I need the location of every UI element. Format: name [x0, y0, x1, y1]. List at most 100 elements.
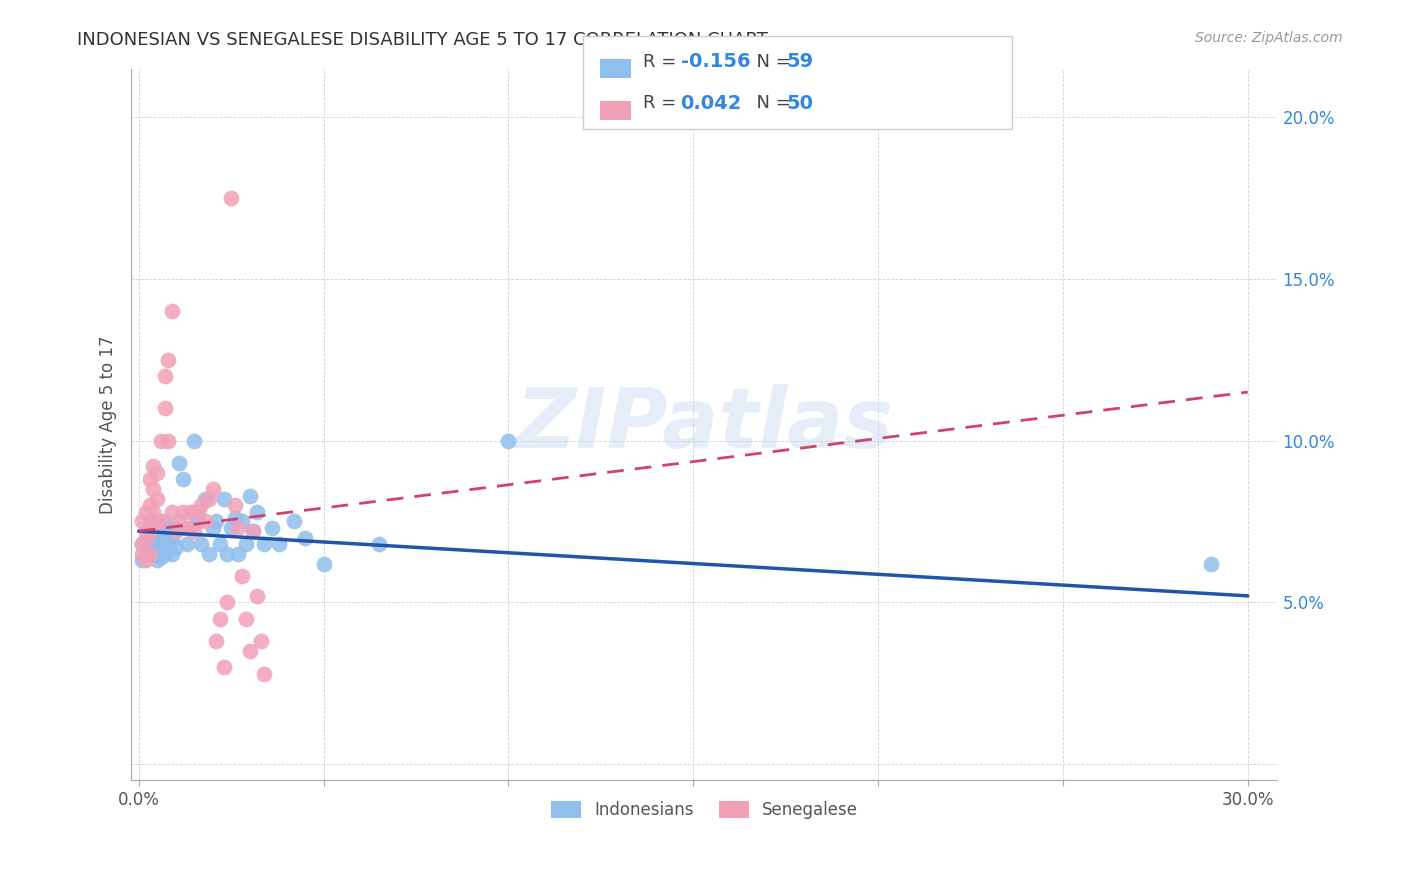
Point [190, 537, 212, 551]
Point [169, 515, 191, 529]
Point [224, 498, 246, 512]
Point [146, 521, 169, 535]
Point [1199, 557, 1222, 571]
Point [142, 482, 165, 496]
Point [131, 553, 153, 567]
Point [238, 644, 260, 658]
Point [201, 521, 224, 535]
Text: INDONESIAN VS SENEGALESE DISABILITY AGE 5 TO 17 CORRELATION CHART: INDONESIAN VS SENEGALESE DISABILITY AGE … [77, 31, 768, 49]
Y-axis label: Disability Age 5 to 17: Disability Age 5 to 17 [100, 335, 117, 514]
Text: ZIPatlas: ZIPatlas [516, 384, 893, 465]
Point [142, 515, 165, 529]
Point [153, 515, 176, 529]
Text: 50: 50 [786, 94, 813, 112]
Point [157, 352, 180, 367]
Point [217, 595, 239, 609]
Point [194, 515, 217, 529]
Point [294, 531, 316, 545]
Point [131, 547, 153, 561]
Point [142, 524, 165, 538]
Point [138, 541, 160, 555]
Point [269, 537, 291, 551]
Point [212, 660, 235, 674]
Text: R =: R = [643, 53, 682, 70]
Point [160, 531, 183, 545]
Point [224, 511, 246, 525]
Point [498, 434, 520, 448]
Point [208, 537, 231, 551]
Point [187, 505, 209, 519]
Point [165, 524, 187, 538]
Point [160, 505, 183, 519]
Point [219, 521, 242, 535]
Point [157, 521, 180, 535]
Point [198, 547, 221, 561]
Point [249, 634, 271, 648]
Point [160, 304, 183, 318]
Point [242, 524, 264, 538]
Point [149, 537, 172, 551]
Point [198, 491, 221, 506]
Text: Source: ZipAtlas.com: Source: ZipAtlas.com [1195, 31, 1343, 45]
Point [176, 537, 198, 551]
Point [253, 537, 276, 551]
Point [153, 533, 176, 548]
Point [146, 491, 169, 506]
Point [228, 521, 250, 535]
Point [146, 543, 169, 558]
Point [260, 521, 283, 535]
Point [190, 498, 212, 512]
Point [183, 524, 205, 538]
Point [231, 515, 253, 529]
Point [142, 537, 165, 551]
Point [172, 472, 194, 486]
Point [368, 537, 391, 551]
Point [238, 489, 260, 503]
Point [149, 521, 172, 535]
Point [135, 553, 157, 567]
Text: 0.042: 0.042 [681, 94, 742, 112]
Point [201, 482, 224, 496]
Point [246, 505, 269, 519]
Point [157, 434, 180, 448]
Point [153, 401, 176, 416]
Point [131, 515, 153, 529]
Point [142, 505, 165, 519]
Point [217, 547, 239, 561]
Point [283, 515, 305, 529]
Point [231, 569, 253, 583]
Point [153, 368, 176, 383]
Point [135, 524, 157, 538]
Point [138, 531, 160, 545]
Text: N =: N = [745, 53, 797, 70]
Point [253, 666, 276, 681]
Point [194, 491, 217, 506]
Point [179, 505, 201, 519]
Point [135, 547, 157, 561]
Point [176, 521, 198, 535]
Text: R =: R = [643, 95, 682, 112]
Point [235, 611, 257, 625]
Point [208, 611, 231, 625]
Point [205, 634, 228, 648]
Point [157, 537, 180, 551]
Point [183, 505, 205, 519]
Point [160, 547, 183, 561]
Point [138, 547, 160, 561]
Point [138, 524, 160, 538]
Text: -0.156: -0.156 [681, 53, 751, 71]
Point [146, 466, 169, 480]
Point [165, 541, 187, 555]
Point [149, 434, 172, 448]
Point [149, 550, 172, 565]
Point [135, 505, 157, 519]
Point [142, 547, 165, 561]
Point [146, 515, 169, 529]
Point [205, 515, 228, 529]
Point [212, 491, 235, 506]
Point [131, 537, 153, 551]
Point [228, 547, 250, 561]
Point [138, 472, 160, 486]
Point [138, 515, 160, 529]
Point [135, 531, 157, 545]
